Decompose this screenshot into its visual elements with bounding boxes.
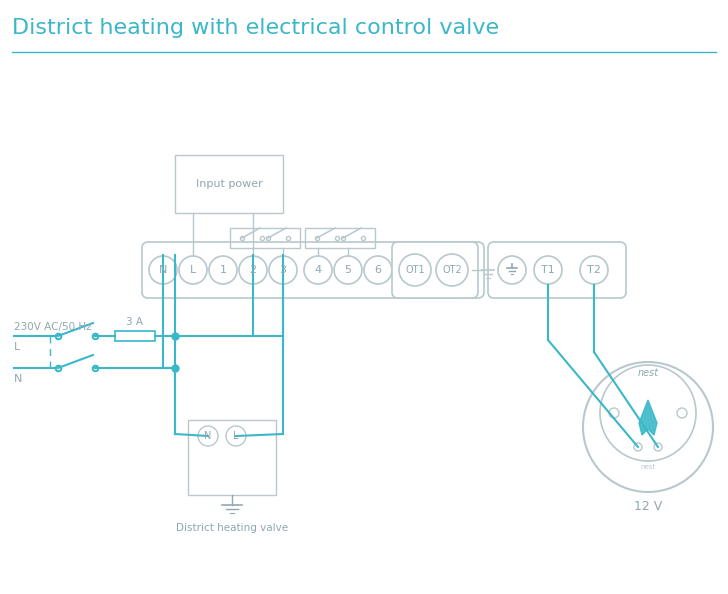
Text: 6: 6 xyxy=(374,265,381,275)
Circle shape xyxy=(436,254,468,286)
Circle shape xyxy=(198,426,218,446)
Circle shape xyxy=(364,256,392,284)
Circle shape xyxy=(609,408,619,418)
Text: T1: T1 xyxy=(541,265,555,275)
Text: 12 V: 12 V xyxy=(634,500,662,513)
Circle shape xyxy=(209,256,237,284)
Circle shape xyxy=(634,443,642,451)
Text: 4: 4 xyxy=(314,265,322,275)
Text: District heating with electrical control valve: District heating with electrical control… xyxy=(12,18,499,38)
Text: L: L xyxy=(190,265,196,275)
Text: 2: 2 xyxy=(250,265,256,275)
Text: T2: T2 xyxy=(587,265,601,275)
Text: L: L xyxy=(233,431,239,441)
Text: 230V AC/50 Hz: 230V AC/50 Hz xyxy=(14,322,92,332)
Circle shape xyxy=(334,256,362,284)
Text: N: N xyxy=(14,374,23,384)
Circle shape xyxy=(654,443,662,451)
FancyBboxPatch shape xyxy=(392,242,478,298)
Text: Input power: Input power xyxy=(196,179,262,189)
Polygon shape xyxy=(639,400,657,435)
Circle shape xyxy=(226,426,246,446)
Circle shape xyxy=(149,256,177,284)
Circle shape xyxy=(600,365,696,461)
Circle shape xyxy=(304,256,332,284)
FancyBboxPatch shape xyxy=(175,155,283,213)
FancyBboxPatch shape xyxy=(488,242,626,298)
Circle shape xyxy=(269,256,297,284)
Circle shape xyxy=(239,256,267,284)
Circle shape xyxy=(498,256,526,284)
Text: OT1: OT1 xyxy=(405,265,425,275)
Circle shape xyxy=(399,254,431,286)
Text: nest: nest xyxy=(641,464,655,470)
Text: N: N xyxy=(205,431,212,441)
FancyBboxPatch shape xyxy=(115,331,155,341)
Circle shape xyxy=(677,408,687,418)
Text: 1: 1 xyxy=(220,265,226,275)
Text: District heating valve: District heating valve xyxy=(176,523,288,533)
Circle shape xyxy=(583,362,713,492)
Circle shape xyxy=(179,256,207,284)
FancyBboxPatch shape xyxy=(142,242,484,298)
Circle shape xyxy=(580,256,608,284)
Text: 5: 5 xyxy=(344,265,352,275)
Text: OT2: OT2 xyxy=(442,265,462,275)
Text: N: N xyxy=(159,265,167,275)
FancyBboxPatch shape xyxy=(188,420,276,495)
Text: nest: nest xyxy=(638,368,659,378)
Text: 3 A: 3 A xyxy=(127,317,143,327)
Circle shape xyxy=(534,256,562,284)
Text: L: L xyxy=(14,342,20,352)
Text: 3: 3 xyxy=(280,265,287,275)
